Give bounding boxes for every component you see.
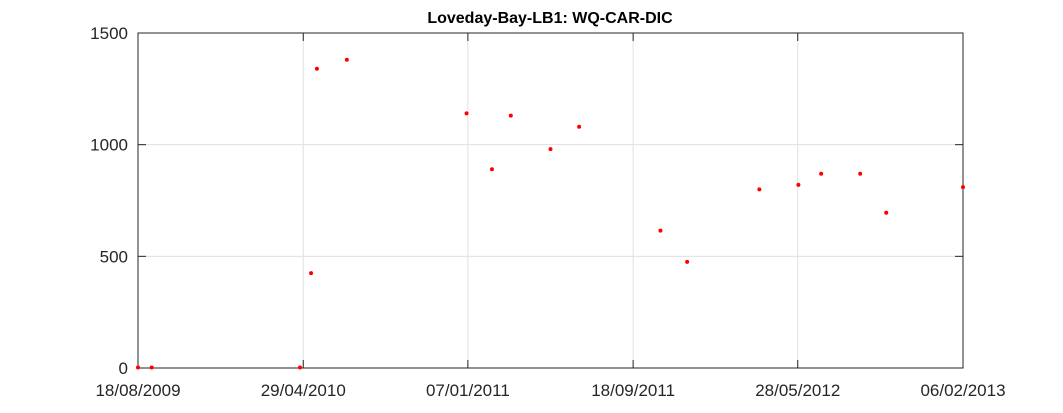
data-point	[658, 228, 663, 233]
y-tick-label: 1000	[90, 136, 128, 155]
y-tick-label: 1500	[90, 24, 128, 43]
x-tick-label: 18/08/2009	[95, 381, 180, 400]
plot-area-background	[138, 33, 963, 368]
x-tick-label: 06/02/2013	[920, 381, 1005, 400]
data-points	[136, 57, 965, 370]
data-point	[819, 171, 824, 176]
data-point	[314, 66, 319, 71]
data-point	[548, 147, 553, 152]
data-point	[136, 365, 140, 370]
x-tick-labels: 18/08/2009 29/04/2010 07/01/2011 18/09/2011…	[95, 381, 1005, 400]
tick-marks	[137, 32, 964, 369]
x-tick-label: 18/09/2011	[591, 381, 675, 400]
x-tick-label: 29/04/2010	[261, 381, 346, 400]
data-point	[149, 365, 154, 370]
y-tick-labels: 0 500 1000 1500	[90, 24, 128, 378]
x-tick-label: 07/01/2011	[426, 381, 510, 400]
y-tick-label: 0	[119, 359, 128, 378]
data-point	[858, 171, 863, 176]
data-point	[577, 124, 582, 129]
data-point	[344, 57, 349, 62]
data-point	[796, 182, 801, 187]
data-point	[464, 111, 469, 116]
x-tick-label: 28/05/2012	[755, 381, 840, 400]
data-point	[298, 365, 303, 370]
y-tick-label: 500	[100, 247, 128, 266]
chart-title: Loveday-Bay-LB1: WQ-CAR-DIC	[427, 10, 673, 27]
data-point	[489, 167, 494, 172]
data-point	[884, 210, 889, 215]
plot-area-border	[137, 32, 964, 369]
data-point	[961, 185, 965, 190]
data-point	[309, 271, 314, 276]
data-point	[508, 113, 513, 118]
data-point	[685, 259, 690, 264]
data-point	[757, 187, 762, 192]
